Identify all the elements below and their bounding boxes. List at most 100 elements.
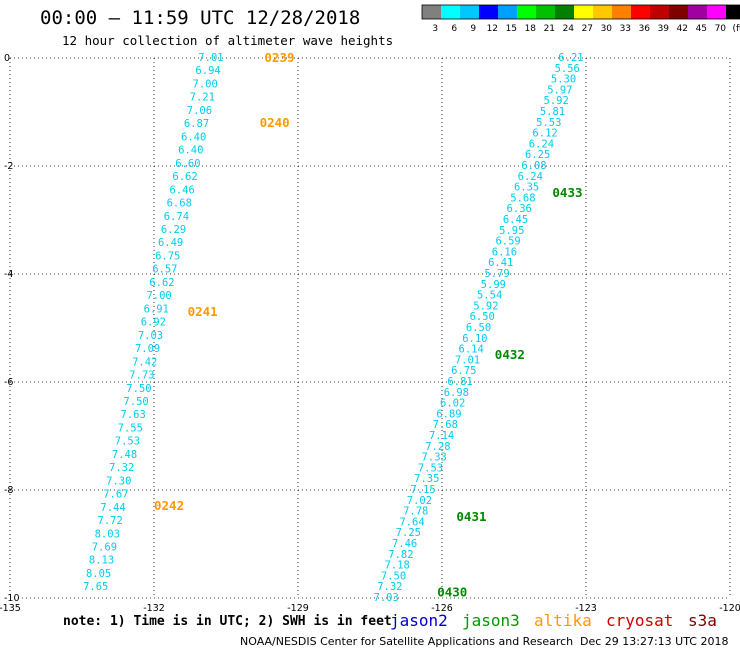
legend-swatch xyxy=(574,5,593,19)
legend-label: 21 xyxy=(544,24,555,34)
data-point-label: 8.03 xyxy=(95,528,120,540)
data-point-label: 6.92 xyxy=(141,317,166,329)
legend-swatch xyxy=(631,5,650,19)
data-point-label: 7.18 xyxy=(385,560,410,572)
data-point-label: 8.13 xyxy=(89,555,114,567)
pass-label: 0240 xyxy=(260,115,290,130)
data-point-label: 7.15 xyxy=(410,484,435,496)
data-point-label: 6.68 xyxy=(167,198,192,210)
y-tick-label: -6 xyxy=(4,377,13,388)
data-point-label: 7.01 xyxy=(455,354,480,366)
data-point-label: 5.53 xyxy=(536,117,561,129)
data-point-label: 5.68 xyxy=(510,192,535,204)
legend-swatch xyxy=(555,5,574,19)
data-point-label: 7.78 xyxy=(403,506,428,518)
data-point-label: 6.12 xyxy=(532,128,557,140)
satellite-name: altika xyxy=(534,611,592,630)
data-point-label: 5.97 xyxy=(547,84,572,96)
pass-label: 0242 xyxy=(154,498,184,513)
data-point-label: 6.45 xyxy=(503,214,528,226)
legend-swatch xyxy=(669,5,688,19)
legend-label: 18 xyxy=(525,24,537,34)
data-point-label: 7.67 xyxy=(103,489,128,501)
pass-label: 0431 xyxy=(456,509,486,524)
data-point-label: 8.05 xyxy=(86,568,111,580)
data-point-label: 7.06 xyxy=(187,105,212,117)
y-tick-label: -10 xyxy=(4,593,20,604)
data-point-label: 7.64 xyxy=(399,516,424,528)
data-point-label: 7.09 xyxy=(135,343,160,355)
axis-ticks: -135 -132 -129 -126 -123 -120 0 -2 -4 -6 -8 -10 xyxy=(0,53,740,614)
legend-swatch xyxy=(593,5,612,19)
data-point-label: 6.36 xyxy=(507,203,532,215)
satellite-name: jason3 xyxy=(462,611,520,630)
pass-label: 0433 xyxy=(552,185,582,200)
data-point-label: 7.50 xyxy=(123,396,148,408)
data-point-label: 6.60 xyxy=(175,158,200,170)
data-point-label: 6.50 xyxy=(466,322,491,334)
x-tick-label: -123 xyxy=(575,603,597,614)
data-point-label: 6.08 xyxy=(521,160,546,172)
legend-label: (ft) xyxy=(733,24,740,34)
data-point-label: 7.53 xyxy=(115,436,140,448)
data-point-label: 6.35 xyxy=(514,182,539,194)
data-point-label: 5.54 xyxy=(477,290,502,302)
data-point-label: 6.81 xyxy=(447,376,472,388)
data-point-label: 5.56 xyxy=(555,63,580,75)
data-point-label: 6.41 xyxy=(488,257,513,269)
legend-label: 3 xyxy=(432,24,438,34)
data-point-label: 6.91 xyxy=(144,303,169,315)
data-point-label: 5.81 xyxy=(540,106,565,118)
data-point-label: 6.10 xyxy=(462,333,487,345)
data-point-label: 6.40 xyxy=(178,145,203,157)
x-tick-label: -129 xyxy=(287,603,309,614)
data-point-label: 6.75 xyxy=(155,250,180,262)
data-point-label: 6.98 xyxy=(444,387,469,399)
pass-label: 0241 xyxy=(188,304,218,319)
legend-label: 45 xyxy=(696,24,707,34)
data-point-label: 6.14 xyxy=(459,344,484,356)
data-point-label: 7.02 xyxy=(407,495,432,507)
data-point-label: 7.44 xyxy=(100,502,125,514)
pass-labels: 0239 0240 0241 0242 0433 0432 0431 0430 xyxy=(154,50,583,600)
chart-subtitle: 12 hour collection of altimeter wave hei… xyxy=(62,33,393,48)
data-point-label: 6.02 xyxy=(440,398,465,410)
legend-swatch xyxy=(479,5,498,19)
chart-title: 00:00 – 11:59 UTC 12/28/2018 xyxy=(40,7,360,29)
y-tick-label: 0 xyxy=(4,53,10,64)
y-tick-label: -2 xyxy=(4,161,13,172)
data-point-label: 7.53 xyxy=(418,462,443,474)
legend-swatch xyxy=(688,5,707,19)
legend-border xyxy=(421,4,740,20)
data-point-label: 7.28 xyxy=(425,441,450,453)
data-point-label: 7.00 xyxy=(146,290,171,302)
legend-label: 70 xyxy=(715,24,727,34)
data-point-label: 7.72 xyxy=(98,515,123,527)
data-point-label: 5.92 xyxy=(544,95,569,107)
x-tick-label: -132 xyxy=(143,603,165,614)
data-point-label: 6.21 xyxy=(558,52,583,64)
data-point-label: 6.75 xyxy=(451,365,476,377)
pass-label: 0239 xyxy=(264,50,294,65)
grid-lines xyxy=(9,57,731,599)
data-point-label: 6.62 xyxy=(149,277,174,289)
legend-label: 42 xyxy=(677,24,688,34)
data-point-label: 6.50 xyxy=(470,311,495,323)
data-point-label: 7.50 xyxy=(381,570,406,582)
legend-label: 36 xyxy=(639,24,651,34)
legend-label: 33 xyxy=(620,24,631,34)
legend-swatch xyxy=(726,5,740,19)
legend-label: 9 xyxy=(470,24,476,34)
data-point-label: 7.82 xyxy=(388,549,413,561)
data-point-label: 7.46 xyxy=(392,538,417,550)
data-point-label: 7.65 xyxy=(83,581,108,593)
data-point-label: 7.55 xyxy=(118,422,143,434)
legend-label: 6 xyxy=(451,24,457,34)
data-point-label: 6.59 xyxy=(495,236,520,248)
data-point-label: 7.42 xyxy=(132,356,157,368)
data-point-label: 7.00 xyxy=(193,78,218,90)
pass-label: 0430 xyxy=(437,585,467,600)
legend-swatch xyxy=(441,5,460,19)
satellite-name: s3a xyxy=(688,611,717,630)
